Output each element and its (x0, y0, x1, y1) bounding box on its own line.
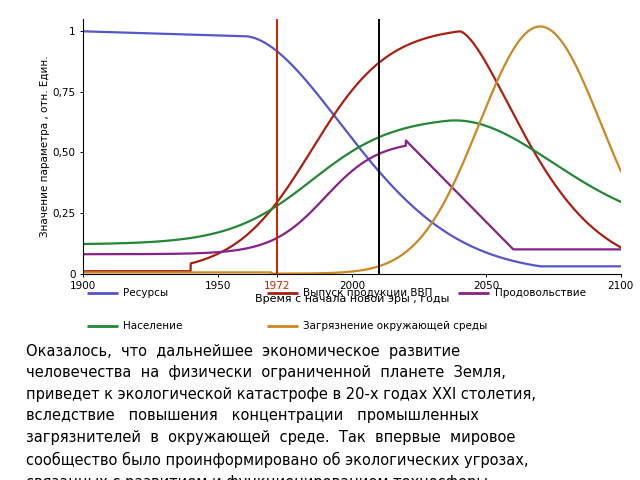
Text: Оказалось,  что  дальнейшее  экономическое  развитие
человечества  на  физически: Оказалось, что дальнейшее экономическое … (26, 344, 536, 480)
X-axis label: Время с начала новой эры , годы: Время с начала новой эры , годы (255, 294, 449, 304)
Text: Продовольствие: Продовольствие (495, 288, 586, 298)
Text: Ресурсы: Ресурсы (123, 288, 168, 298)
Text: Выпуск продукции ВВП: Выпуск продукции ВВП (303, 288, 433, 298)
Text: Загрязнение окружающей среды: Загрязнение окружающей среды (303, 321, 488, 331)
Text: Население: Население (123, 321, 182, 331)
Y-axis label: Значение параметра , отн. Един.: Значение параметра , отн. Един. (40, 56, 50, 237)
